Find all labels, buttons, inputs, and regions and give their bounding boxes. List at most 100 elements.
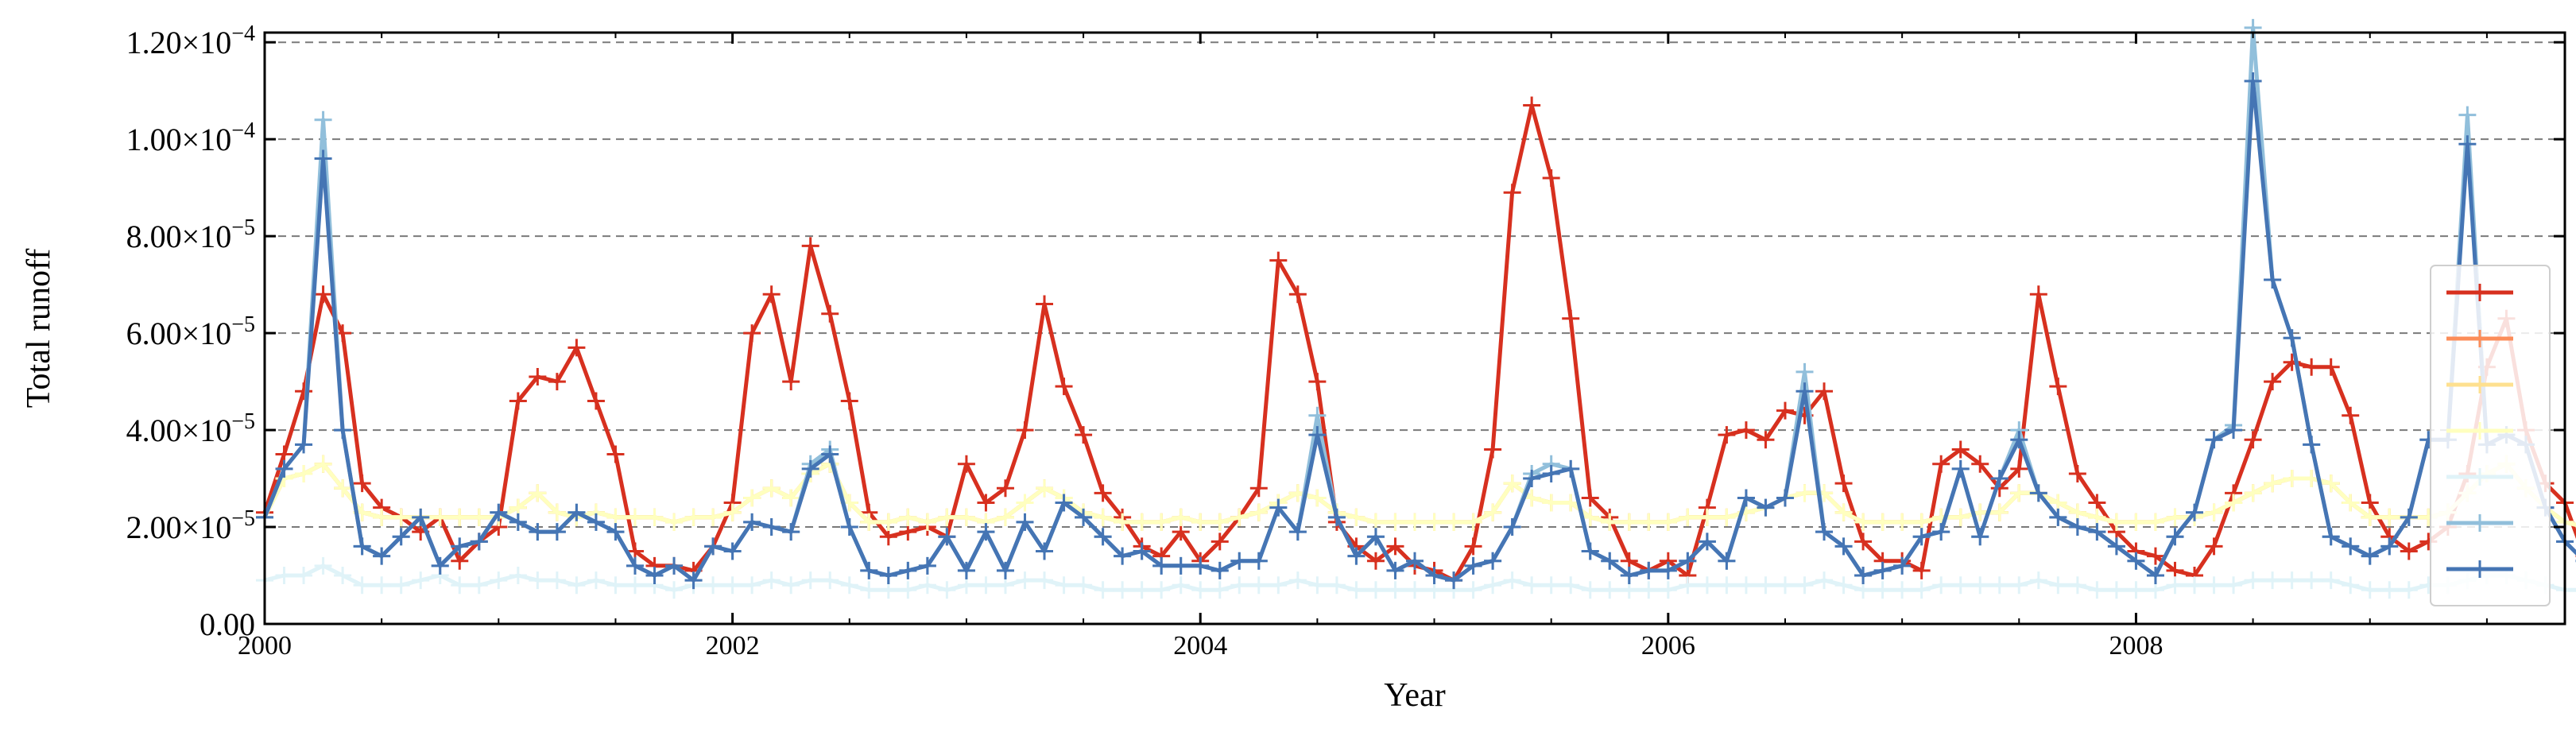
series-7-point-108 [2361,547,2379,565]
series-7-point-90 [2010,431,2028,449]
series-4-point-82 [1854,513,1873,531]
series-5-point-109 [2380,581,2399,599]
series-5-point-68 [1581,581,1599,599]
series-5-point-91 [2029,571,2047,590]
series-4 [256,455,2576,531]
series-7-markers [256,72,2576,590]
series-7-point-17 [587,513,605,531]
series-4-point-59 [1406,513,1424,531]
series-lines [256,18,2576,599]
series-5-point-42 [1075,576,1093,595]
series-4-point-35 [938,508,956,526]
series-1-point-67 [1562,309,1580,327]
series-4-point-70 [1620,513,1638,531]
series-1-point-3 [314,285,332,304]
series-7-point-87 [1951,459,1970,478]
series-7-point-56 [1347,547,1365,565]
series-1-point-15 [548,373,566,391]
series-5-point-39 [1016,571,1034,590]
series-5-point-69 [1601,581,1619,599]
series-5-point-31 [860,581,878,599]
x-tick-label-3: 2006 [1641,631,1695,660]
series-5-point-53 [1288,571,1307,590]
series-4-point-56 [1347,508,1365,526]
series-4-point-100 [2205,503,2223,521]
series-4-point-96 [2127,513,2145,531]
y-tick-label-0: 0.00 [199,606,255,642]
series-4-point-54 [1308,489,1327,507]
series-7-point-12 [490,503,508,521]
series-7-point-4 [334,421,352,440]
series-7-point-62 [1464,556,1482,575]
series-1-point-14 [529,367,547,385]
series-4-point-87 [1951,508,1970,526]
series-1-point-18 [606,445,625,463]
series-5-point-6 [373,576,391,595]
legend-marker-2 [2471,330,2489,347]
series-7-point-81 [1834,537,1853,556]
series-1-point-78 [1776,401,1794,420]
series-7-point-15 [548,523,566,541]
series-4-point-64 [1503,475,1521,493]
series-5-point-102 [2244,571,2262,590]
series-5-point-56 [1347,581,1365,599]
series-5-point-86 [1932,576,1950,595]
series-5-point-3 [314,556,332,575]
series-5-point-26 [762,571,781,590]
series-1-point-38 [996,479,1014,498]
series-7-point-84 [1893,556,1912,575]
series-7-point-66 [1542,464,1560,482]
series-5-point-107 [2342,576,2360,595]
series-4-point-49 [1211,513,1229,531]
series-5-point-106 [2322,571,2340,590]
series-5-point-63 [1484,576,1502,595]
series-4-point-36 [957,508,975,526]
series-5-point-81 [1834,576,1853,595]
series-5-point-54 [1308,576,1327,595]
series-4-point-83 [1873,513,1892,531]
series-7-point-105 [2303,436,2321,454]
series-4-point-79 [1795,484,1814,502]
series-7-point-51 [1249,552,1268,570]
series-4-point-43 [1094,508,1112,526]
series-1-point-65 [1523,96,1541,114]
series-5-point-95 [2107,581,2125,599]
series-7-point-91 [2029,484,2047,502]
series-4-point-3 [314,455,332,473]
series-7-point-100 [2205,431,2223,449]
series-5-point-101 [2225,576,2243,595]
series-4-point-25 [743,489,761,507]
series-5-point-10 [451,576,469,595]
series-7-point-64 [1503,518,1521,537]
legend-entry-4 [2446,422,2513,440]
series-5-point-80 [1815,571,1834,590]
series-4-point-33 [899,508,917,526]
series-4-point-72 [1659,513,1677,531]
series-1-point-52 [1269,251,1288,269]
series-5-point-93 [2068,576,2086,595]
series-7-point-71 [1640,561,1658,579]
series-5-point-67 [1562,576,1580,595]
series-6-point-3 [314,110,332,129]
series-7-point-11 [470,533,488,551]
series-4-point-69 [1601,513,1619,531]
series-7-point-54 [1308,426,1327,444]
series-7-point-1 [275,459,293,478]
series-7-point-97 [2146,567,2164,585]
series-7-point-59 [1406,552,1424,570]
series-7-point-78 [1776,489,1794,507]
series-1-point-43 [1094,484,1112,502]
series-5-point-71 [1640,581,1658,599]
series-5-point-50 [1230,576,1249,595]
series-5-point-25 [743,576,761,595]
series-4-point-9 [431,508,449,526]
series-1-point-54 [1308,373,1327,391]
series-1-point-76 [1737,421,1755,440]
series-5-point-49 [1211,581,1229,599]
series-7-point-55 [1327,508,1346,526]
series-7-point-26 [762,518,781,537]
series-7-point-52 [1269,498,1288,517]
series-1-point-41 [1055,378,1073,396]
x-tick-label-2: 2004 [1173,631,1227,660]
